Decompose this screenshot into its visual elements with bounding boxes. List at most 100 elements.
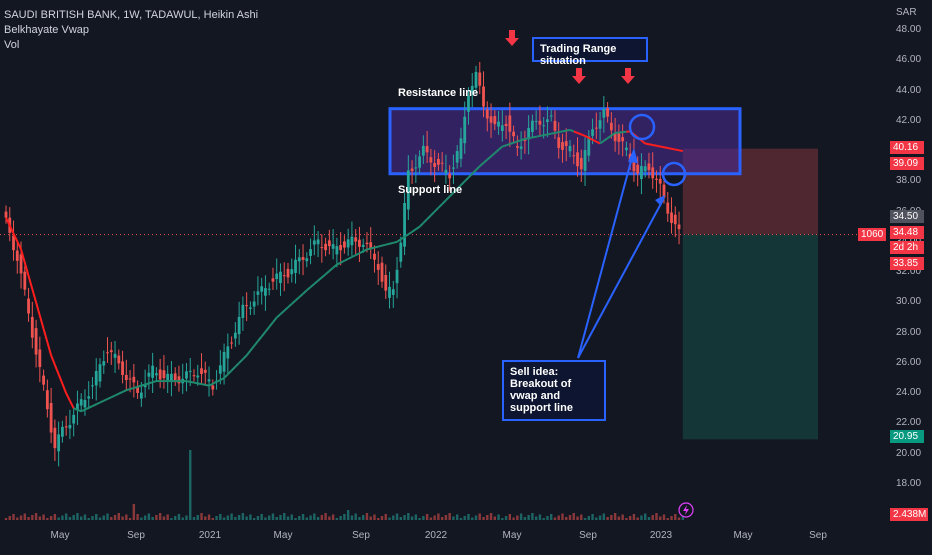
volume-bar bbox=[486, 515, 488, 520]
volume-bar bbox=[524, 517, 526, 520]
vwap-segment bbox=[438, 204, 442, 208]
y-tick-label: 20.00 bbox=[896, 448, 921, 459]
candle-body bbox=[290, 269, 293, 274]
vwap-segment bbox=[547, 134, 551, 135]
volume-bar bbox=[215, 516, 217, 520]
y-tick-label: 24.00 bbox=[896, 387, 921, 398]
volume-bar bbox=[392, 516, 394, 521]
candle-body bbox=[275, 274, 278, 279]
vwap-segment bbox=[529, 137, 533, 138]
vwap-segment bbox=[521, 139, 525, 140]
vwap-segment bbox=[303, 290, 307, 293]
volume-bar bbox=[249, 515, 251, 521]
volume-bar bbox=[396, 514, 398, 521]
vwap-segment bbox=[348, 257, 352, 259]
candle-body bbox=[674, 215, 677, 225]
candle-body bbox=[23, 272, 26, 290]
candle-body bbox=[392, 289, 395, 295]
volume-bar bbox=[223, 518, 225, 521]
candle-body bbox=[253, 302, 256, 307]
volume-bar bbox=[253, 518, 255, 520]
volume-bar bbox=[610, 515, 612, 520]
volume-bar bbox=[16, 518, 18, 521]
volume-bar bbox=[542, 518, 544, 520]
vwap-segment bbox=[85, 408, 89, 410]
vwap-segment bbox=[574, 131, 578, 133]
candle-body bbox=[38, 349, 41, 367]
candle-body bbox=[501, 125, 504, 131]
candle-body bbox=[659, 179, 662, 184]
volume-bar bbox=[197, 515, 199, 520]
volume-bar bbox=[324, 513, 326, 520]
y-tick-label: 26.00 bbox=[896, 357, 921, 368]
volume-bar bbox=[174, 516, 176, 520]
vwap-segment bbox=[581, 134, 585, 136]
volume-bar bbox=[106, 514, 108, 521]
volume-bar bbox=[54, 514, 56, 520]
candle-body bbox=[69, 425, 72, 429]
candle-body bbox=[147, 373, 150, 377]
volume-bar bbox=[42, 515, 44, 521]
resistance-annotation[interactable]: Resistance line bbox=[398, 87, 478, 99]
candle-body bbox=[561, 142, 564, 150]
top-arrow-head bbox=[505, 38, 519, 46]
volume-bar bbox=[509, 514, 511, 520]
volume-bar bbox=[118, 513, 120, 520]
vwap-segment bbox=[656, 146, 660, 147]
volume-bar bbox=[133, 504, 135, 520]
vwap-segment bbox=[660, 147, 664, 148]
volume-bar bbox=[76, 513, 78, 520]
candle-body bbox=[512, 132, 515, 136]
support-annotation[interactable]: Support line bbox=[398, 184, 462, 196]
volume-bar bbox=[636, 518, 638, 521]
candle-body bbox=[456, 151, 459, 163]
vwap-segment bbox=[258, 336, 262, 341]
candle-body bbox=[437, 159, 440, 165]
candle-body bbox=[114, 354, 117, 358]
volume-bar bbox=[362, 515, 364, 520]
candle-body bbox=[516, 146, 519, 148]
legend: SAUDI BRITISH BANK, 1W, TADAWUL, Heikin … bbox=[4, 8, 258, 53]
vwap-segment bbox=[423, 219, 427, 223]
volume-bar bbox=[512, 518, 514, 521]
candle-body bbox=[343, 241, 346, 247]
candle-body bbox=[411, 169, 414, 172]
volume-bar bbox=[95, 514, 97, 520]
volume-bar bbox=[358, 517, 360, 520]
x-tick-label: Sep bbox=[809, 530, 827, 541]
volume-bar bbox=[46, 518, 48, 520]
volume-bar bbox=[65, 514, 67, 521]
candle-body bbox=[351, 237, 354, 245]
candle-body bbox=[264, 288, 267, 296]
volume-bar bbox=[588, 516, 590, 520]
vwap-segment bbox=[679, 150, 683, 151]
volume-bar bbox=[193, 517, 195, 520]
volume-bar bbox=[441, 517, 443, 520]
vwap-segment bbox=[359, 251, 363, 253]
volume-bar bbox=[272, 514, 274, 521]
volume-bar bbox=[452, 517, 454, 521]
volume-bar bbox=[633, 514, 635, 520]
candle-body bbox=[196, 376, 199, 378]
volume-bar bbox=[629, 516, 631, 520]
vwap-segment bbox=[198, 383, 202, 384]
y-tick-label: 48.00 bbox=[896, 24, 921, 35]
vwap-segment bbox=[277, 314, 281, 317]
candle-body bbox=[520, 146, 523, 148]
volume-bar bbox=[667, 518, 669, 520]
vwap-segment bbox=[59, 374, 63, 383]
sell-idea-annotation[interactable]: Sell idea: Breakout of vwap and support … bbox=[502, 360, 606, 421]
vwap-segment bbox=[649, 144, 653, 145]
volume-bar bbox=[520, 514, 522, 521]
volume-bar bbox=[313, 514, 315, 521]
volume-bar bbox=[245, 517, 247, 521]
volume-bar bbox=[343, 514, 345, 520]
price-tag-stop: 40.16 bbox=[890, 141, 924, 154]
vwap-segment bbox=[243, 355, 247, 359]
trading-range-annotation[interactable]: Trading Range situation bbox=[532, 37, 648, 62]
candle-body bbox=[381, 263, 384, 282]
vwap-segment bbox=[108, 397, 112, 399]
volume-bar bbox=[614, 513, 616, 520]
